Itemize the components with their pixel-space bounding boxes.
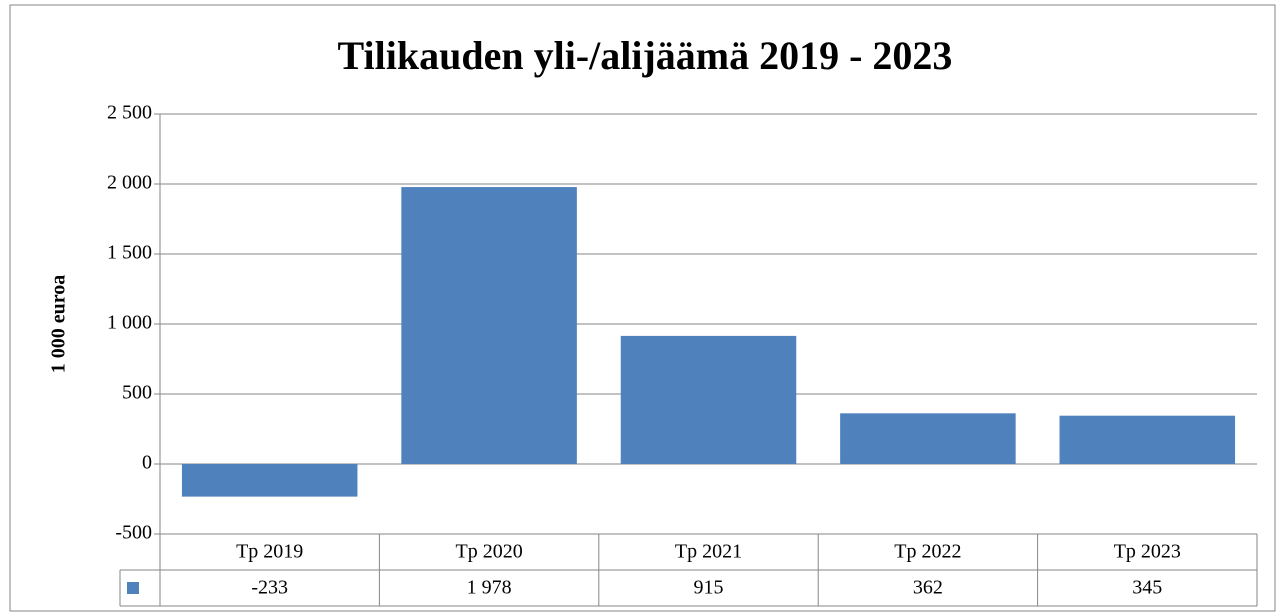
chart-title: Tilikauden yli-/alijäämä 2019 - 2023 [338,33,953,78]
y-axis-label: 1 000 euroa [48,275,70,374]
y-tick-label: 1 000 [107,312,152,334]
y-tick-label: -500 [115,522,152,544]
x-tick-label: Tp 2019 [236,541,303,563]
bar [840,413,1016,464]
y-tick-label: 2 000 [107,172,152,194]
y-tick-label: 500 [122,382,152,404]
table-value: -233 [251,577,288,599]
chart-frame [9,4,1276,612]
x-tick-label: Tp 2021 [675,541,742,563]
bar [401,187,577,464]
table-value: 362 [913,577,943,599]
legend-key [127,582,139,594]
bar [620,335,797,464]
table-value: 915 [694,577,724,599]
x-tick-label: Tp 2020 [455,541,522,563]
x-tick-label: Tp 2022 [894,541,961,563]
y-tick-label: 1 500 [107,242,152,264]
bar [181,464,358,497]
table-value: 345 [1132,577,1162,599]
bar [1059,415,1236,464]
y-tick-label: 0 [142,452,152,474]
y-tick-label: 2 500 [107,102,152,124]
table-value: 1 978 [467,577,512,599]
x-tick-label: Tp 2023 [1114,541,1181,563]
